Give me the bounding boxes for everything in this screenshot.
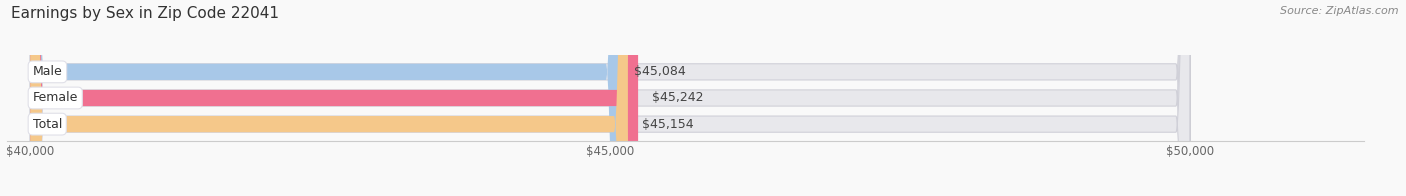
FancyBboxPatch shape bbox=[30, 0, 1189, 196]
FancyBboxPatch shape bbox=[30, 0, 620, 196]
Text: Total: Total bbox=[32, 118, 62, 131]
FancyBboxPatch shape bbox=[30, 0, 1189, 196]
FancyBboxPatch shape bbox=[30, 0, 1189, 196]
Text: $45,084: $45,084 bbox=[634, 65, 686, 78]
Text: $45,242: $45,242 bbox=[652, 92, 703, 104]
Text: Male: Male bbox=[32, 65, 62, 78]
Text: Source: ZipAtlas.com: Source: ZipAtlas.com bbox=[1281, 6, 1399, 16]
Text: Female: Female bbox=[32, 92, 77, 104]
FancyBboxPatch shape bbox=[30, 0, 628, 196]
Text: Earnings by Sex in Zip Code 22041: Earnings by Sex in Zip Code 22041 bbox=[11, 6, 280, 21]
FancyBboxPatch shape bbox=[30, 0, 638, 196]
Text: $45,154: $45,154 bbox=[641, 118, 693, 131]
